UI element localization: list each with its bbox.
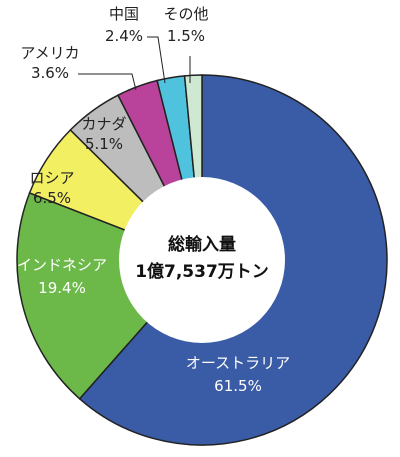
slice-label-0: オーストラリア — [186, 354, 290, 372]
donut-hole — [119, 177, 285, 343]
slice-label-2: ロシア — [29, 169, 74, 187]
leader-lines — [78, 36, 191, 91]
center-label-line2: 1億7,537万トン — [135, 261, 269, 282]
slice-value-3: 5.1% — [85, 135, 123, 153]
slice-label-6: その他 — [163, 5, 208, 23]
leader-line-4 — [78, 73, 137, 91]
slice-label-1: インドネシア — [17, 256, 107, 274]
slice-value-1: 19.4% — [38, 279, 86, 297]
slice-label-5: 中国 — [109, 5, 139, 23]
slice-label-3: カナダ — [81, 115, 126, 133]
slice-value-2: 6.5% — [33, 189, 71, 207]
slice-labels: オーストラリア 61.5% インドネシア 19.4% ロシア 6.5% カナダ 5.1% アメリ… — [17, 5, 290, 395]
leader-line-5 — [147, 36, 166, 84]
slice-value-4: 3.6% — [31, 64, 69, 82]
center-label-line1: 総輸入量 — [168, 234, 236, 255]
slice-label-4: アメリカ — [20, 44, 79, 62]
slice-value-6: 1.5% — [167, 27, 205, 45]
slice-value-0: 61.5% — [214, 377, 262, 395]
slice-value-5: 2.4% — [105, 27, 143, 45]
